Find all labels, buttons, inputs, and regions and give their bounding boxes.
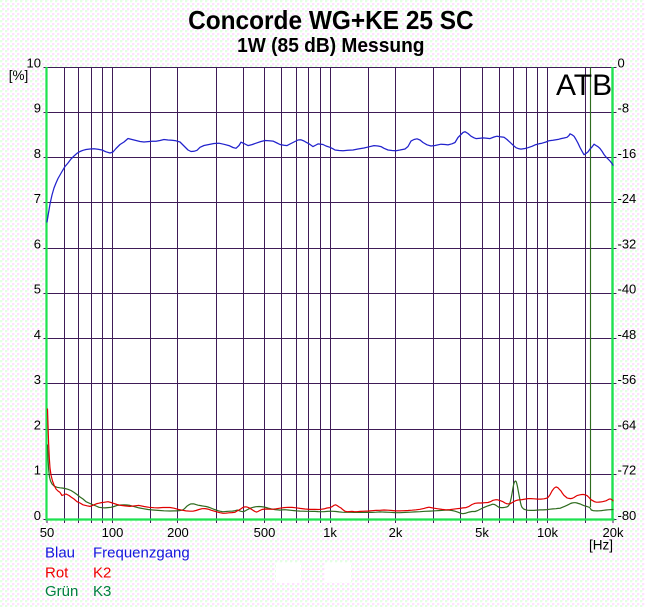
svg-text:Rot: Rot	[45, 565, 69, 582]
svg-text:50: 50	[40, 525, 54, 540]
svg-text:Frequenzgang: Frequenzgang	[93, 545, 190, 562]
svg-text:6: 6	[34, 236, 41, 251]
svg-text:-8: -8	[618, 101, 630, 116]
svg-text:2: 2	[34, 417, 41, 432]
svg-text:200: 200	[167, 525, 189, 540]
svg-text:-80: -80	[618, 508, 637, 523]
svg-text:-72: -72	[618, 463, 637, 478]
svg-text:[Hz]: [Hz]	[589, 537, 613, 552]
svg-text:5: 5	[34, 282, 41, 297]
svg-text:Concorde WG+KE 25 SC: Concorde WG+KE 25 SC	[188, 5, 474, 35]
svg-text:10k: 10k	[537, 525, 558, 540]
svg-text:K2: K2	[93, 565, 111, 582]
svg-text:-24: -24	[618, 191, 637, 206]
svg-text:4: 4	[34, 327, 41, 342]
svg-text:-40: -40	[618, 282, 637, 297]
svg-text:500: 500	[254, 525, 276, 540]
svg-text:Grün: Grün	[45, 583, 78, 600]
svg-text:-16: -16	[618, 146, 637, 161]
svg-text:1k: 1k	[323, 525, 337, 540]
svg-text:100: 100	[102, 525, 124, 540]
svg-text:10: 10	[27, 55, 41, 70]
svg-text:-56: -56	[618, 372, 637, 387]
svg-text:ATB: ATB	[556, 69, 612, 102]
svg-text:0: 0	[34, 508, 41, 523]
svg-text:1W (85 dB) Messung: 1W (85 dB) Messung	[237, 34, 424, 57]
svg-text:0: 0	[618, 55, 625, 70]
svg-text:-32: -32	[618, 236, 637, 251]
svg-text:-64: -64	[618, 417, 637, 432]
svg-text:3: 3	[34, 372, 41, 387]
svg-text:Blau: Blau	[45, 545, 75, 562]
svg-text:-48: -48	[618, 327, 637, 342]
svg-text:K3: K3	[93, 583, 111, 600]
svg-text:7: 7	[34, 191, 41, 206]
svg-text:2k: 2k	[389, 525, 403, 540]
svg-text:1: 1	[34, 463, 41, 478]
svg-text:20k: 20k	[603, 525, 624, 540]
svg-text:5k: 5k	[475, 525, 489, 540]
svg-text:[%]: [%]	[9, 68, 29, 83]
svg-text:9: 9	[34, 101, 41, 116]
svg-text:8: 8	[34, 146, 41, 161]
